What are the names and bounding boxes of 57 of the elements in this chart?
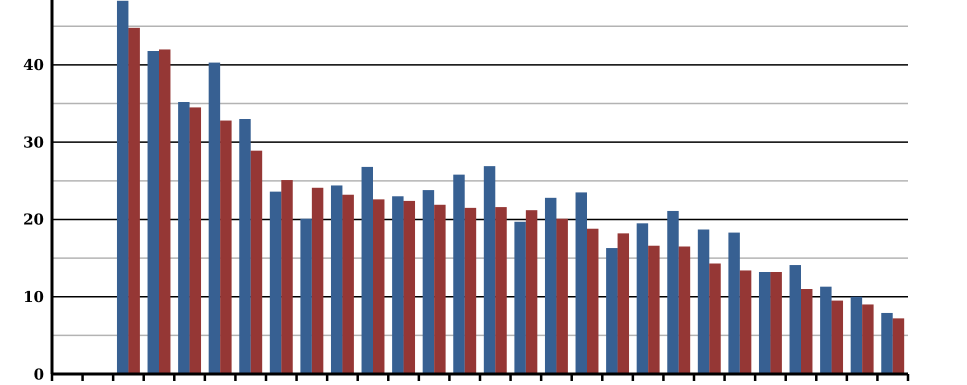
bar	[404, 200, 416, 374]
bar	[312, 188, 324, 374]
bar	[484, 166, 496, 374]
bar	[392, 196, 404, 374]
bar	[678, 246, 690, 374]
bar	[159, 49, 170, 374]
bar	[434, 204, 446, 374]
bar	[116, 0, 128, 374]
y-tick-label: 40	[23, 56, 44, 74]
bar	[576, 192, 587, 374]
bar	[832, 300, 844, 374]
bar	[330, 185, 342, 374]
bar	[667, 210, 679, 374]
bar	[128, 28, 140, 374]
bar	[698, 230, 710, 374]
bar	[862, 304, 874, 374]
bar	[239, 119, 251, 374]
bar	[556, 218, 568, 374]
bar	[618, 233, 630, 374]
bar	[709, 264, 721, 374]
bar	[606, 248, 618, 374]
y-tick-label: 0	[34, 365, 44, 384]
bar	[820, 286, 832, 374]
bar	[728, 232, 740, 374]
bar	[281, 180, 293, 374]
bar	[250, 150, 262, 374]
bar	[636, 223, 648, 374]
bar	[300, 218, 312, 374]
bar	[495, 207, 507, 374]
bar	[342, 194, 354, 374]
bar	[587, 228, 598, 374]
bar	[464, 208, 476, 374]
bar	[892, 318, 904, 374]
y-tick-label: 30	[23, 133, 44, 152]
bar	[850, 296, 862, 374]
bar	[770, 272, 782, 374]
bar	[544, 198, 556, 374]
bar	[362, 166, 373, 374]
bar	[526, 210, 538, 374]
bar	[190, 107, 202, 374]
y-tick-label: 20	[23, 210, 44, 229]
bar	[648, 246, 660, 374]
bar	[178, 102, 190, 374]
bar	[740, 270, 752, 374]
bar	[270, 192, 282, 374]
bar	[758, 272, 770, 374]
bar	[453, 174, 465, 374]
bar	[373, 199, 384, 374]
bar	[220, 120, 232, 374]
bar	[881, 312, 893, 374]
bar	[422, 190, 434, 374]
bar	[514, 222, 526, 374]
bar	[801, 289, 812, 374]
bar	[208, 62, 220, 374]
bar	[790, 265, 801, 374]
bar	[148, 51, 159, 374]
y-tick-label: 10	[23, 288, 44, 306]
